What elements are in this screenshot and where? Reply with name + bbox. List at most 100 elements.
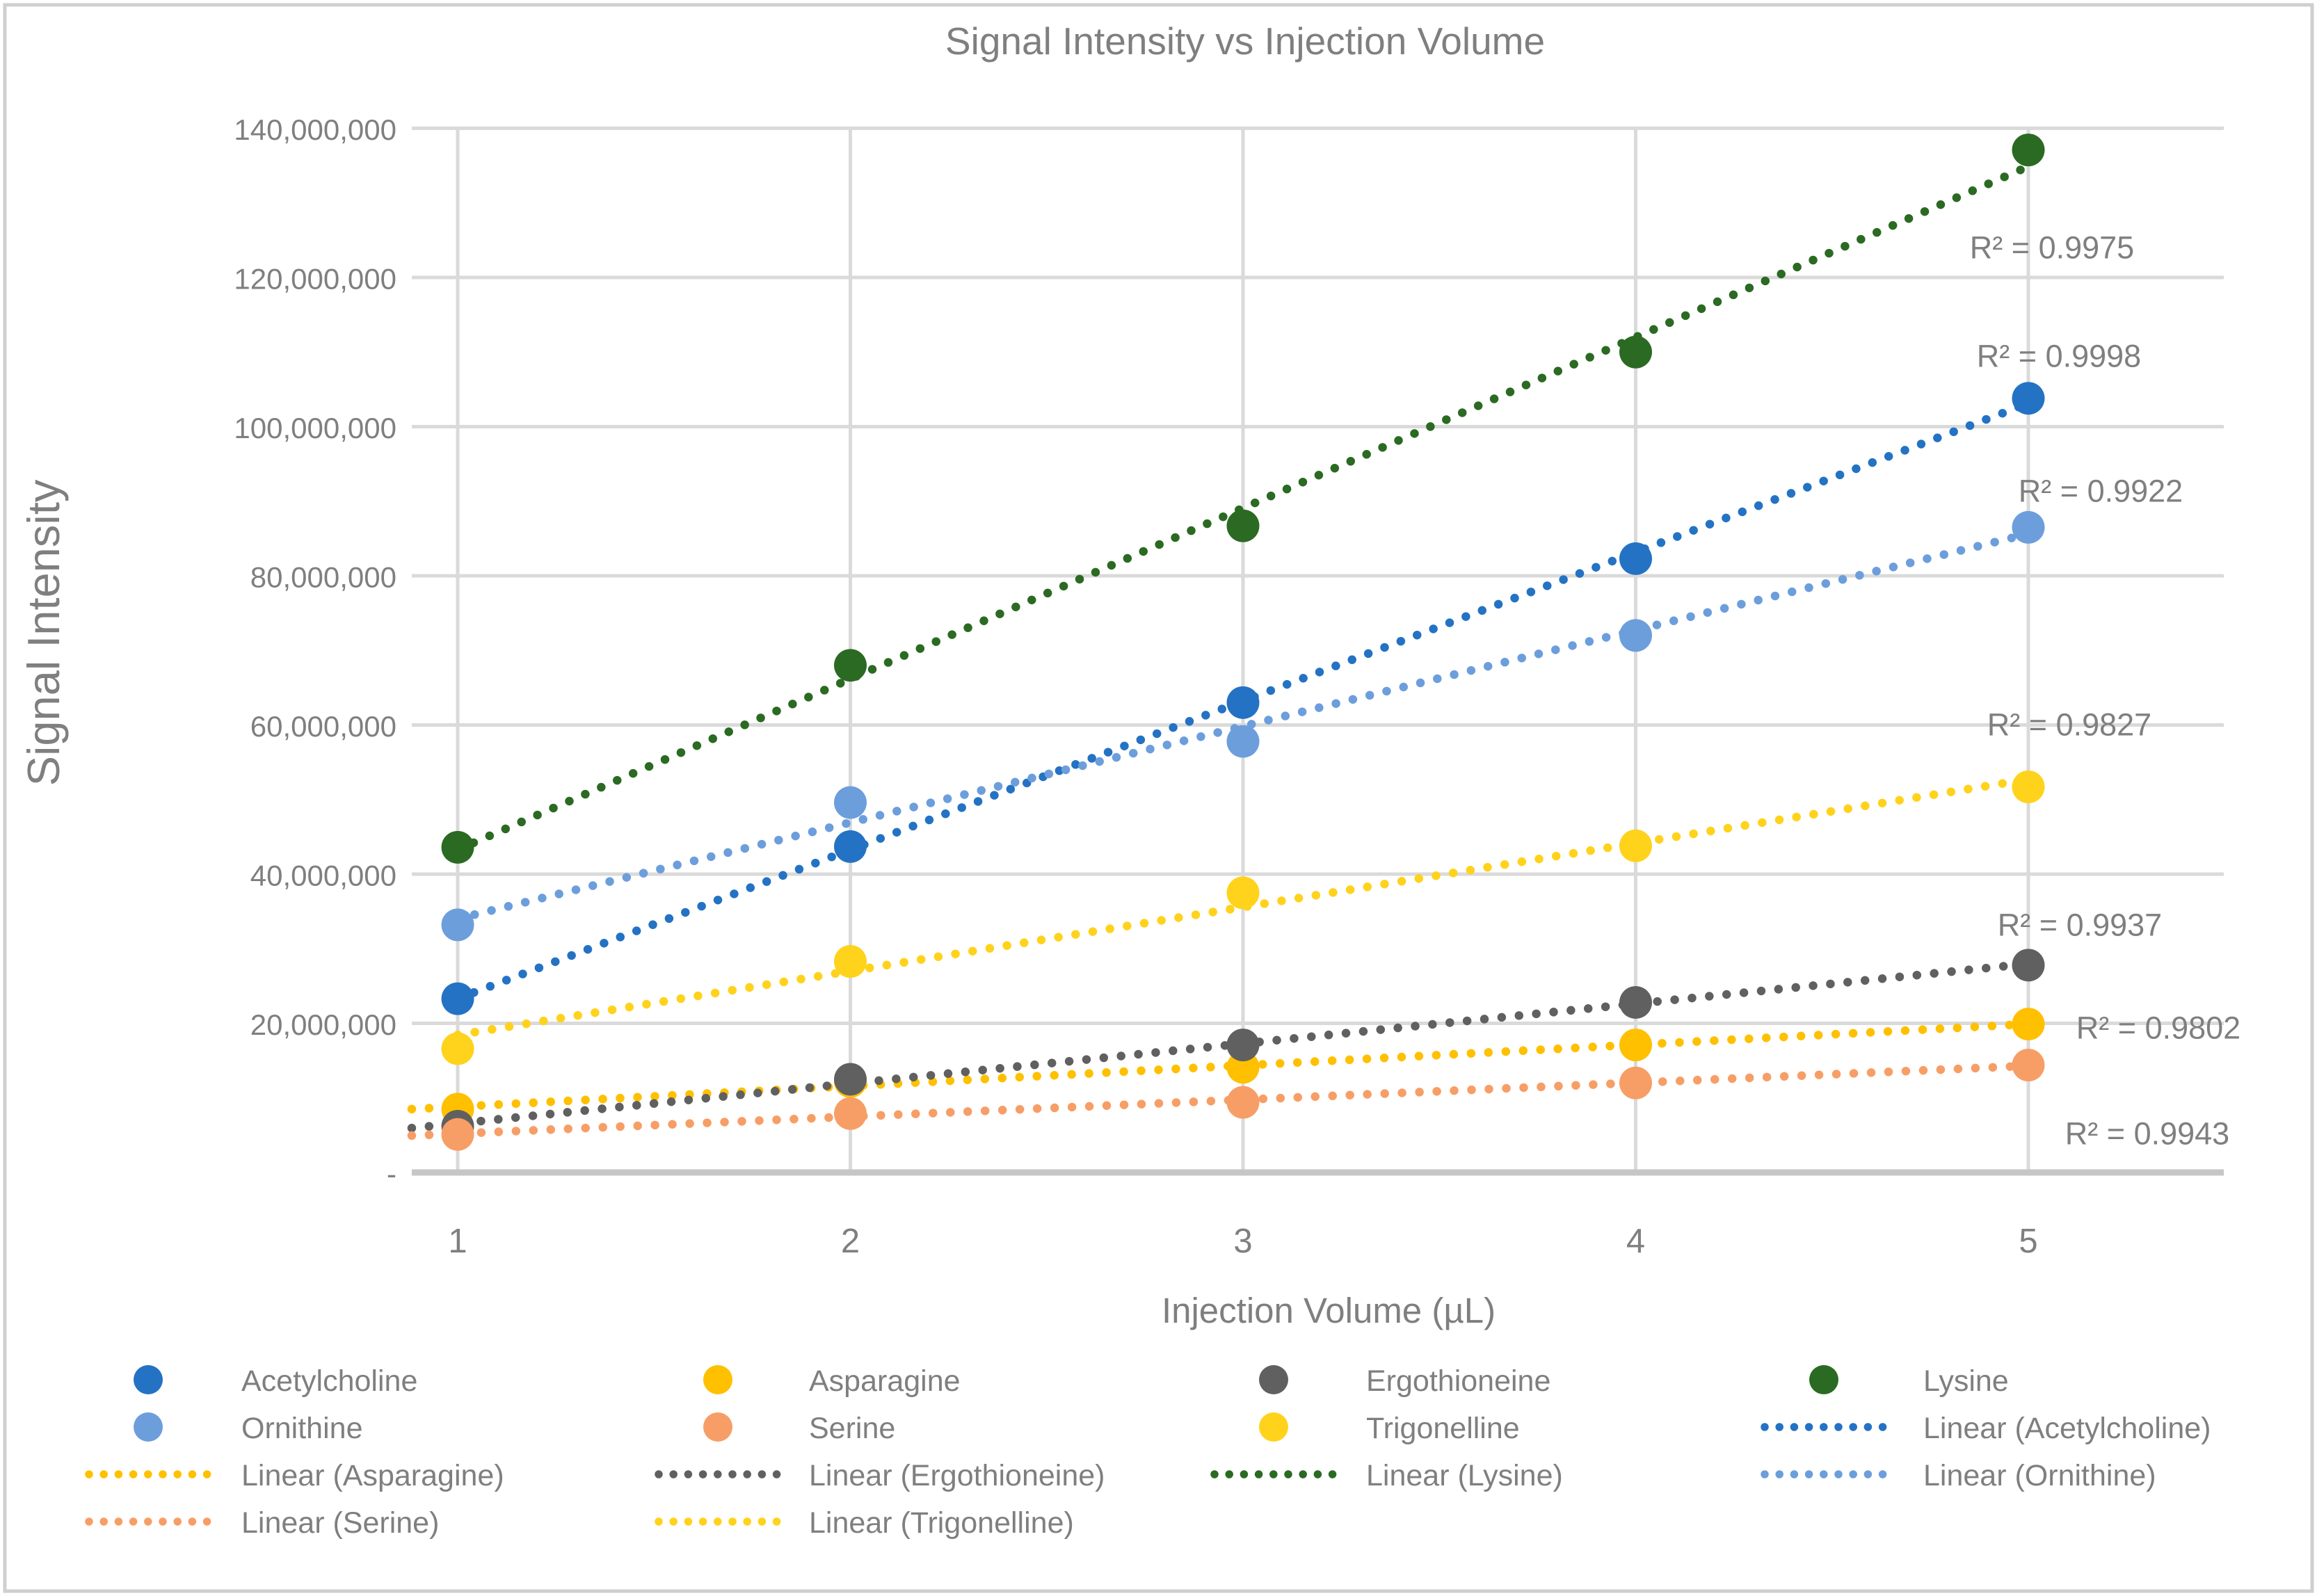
- r2-label-serine: R² = 0.9943: [2065, 1116, 2229, 1152]
- point-acetylcholine-x1: [441, 982, 474, 1015]
- legend-item: Linear (Lysine): [1210, 1459, 1563, 1492]
- legend-item: Linear (Ergothioneine): [655, 1459, 1105, 1492]
- legend-label: Linear (Ornithine): [1923, 1459, 2156, 1492]
- point-ornithine-x2: [834, 786, 867, 819]
- point-serine-x2: [834, 1097, 867, 1130]
- trendlines: [407, 162, 2033, 1140]
- x-tick-label: 4: [1626, 1223, 1645, 1260]
- y-tick-label: 40,000,000: [250, 860, 396, 892]
- legend-label: Linear (Trigonelline): [809, 1506, 1074, 1540]
- legend-item: Ornithine: [134, 1412, 362, 1445]
- point-trigonelline-x2: [834, 944, 867, 978]
- y-tick-label: 60,000,000: [250, 710, 396, 743]
- point-serine-x3: [1226, 1086, 1260, 1119]
- point-ergothioneine-x5: [2012, 949, 2045, 982]
- point-ornithine-x5: [2012, 510, 2045, 544]
- trendline-acetylcholine: [453, 398, 2033, 1003]
- legend-marker-asparagine: [703, 1365, 732, 1394]
- point-lysine-x4: [1619, 335, 1652, 369]
- chart-legend: Acetylcholine Asparagine Ergothioneine Lysi…: [85, 1364, 2211, 1540]
- y-axis-title: Signal Intensity: [18, 479, 69, 786]
- image-border: [3, 3, 2314, 1593]
- point-serine-x5: [2012, 1049, 2045, 1082]
- r-squared-labels: R² = 0.9998 R² = 0.9802 R² = 0.9937 R² = 0.…: [1970, 230, 2240, 1152]
- legend-item: Asparagine: [703, 1364, 961, 1398]
- legend-item: Ergothioneine: [1259, 1364, 1550, 1398]
- legend-marker-trigonelline: [1259, 1412, 1288, 1442]
- y-tick-label: -: [387, 1158, 396, 1191]
- point-serine-x1: [441, 1118, 474, 1151]
- legend-marker-lysine: [1809, 1365, 1838, 1394]
- gridlines: [412, 127, 2224, 1176]
- legend-label: Linear (Ergothioneine): [809, 1459, 1105, 1492]
- point-lysine-x3: [1226, 509, 1260, 542]
- legend-label: Acetylcholine: [241, 1364, 417, 1398]
- y-tick-label: 120,000,000: [234, 263, 396, 296]
- y-tick-label: 140,000,000: [234, 113, 396, 146]
- r2-label-asparagine: R² = 0.9802: [2076, 1010, 2240, 1046]
- point-acetylcholine-x5: [2012, 382, 2045, 415]
- point-trigonelline-x3: [1226, 876, 1260, 910]
- trendline-ergothioneine: [407, 959, 2033, 1133]
- legend-marker-ornithine: [134, 1412, 163, 1442]
- legend-item: Lysine: [1809, 1364, 2009, 1398]
- point-ornithine-x3: [1226, 725, 1260, 758]
- y-tick-label: 20,000,000: [250, 1008, 396, 1041]
- legend-item: Linear (Acetylcholine): [1761, 1412, 2211, 1445]
- point-ergothioneine-x2: [834, 1063, 867, 1096]
- legend-item: Linear (Trigonelline): [655, 1506, 1074, 1540]
- legend-marker-serine: [703, 1412, 732, 1442]
- legend-item: Linear (Serine): [85, 1506, 439, 1540]
- legend-label: Linear (Asparagine): [241, 1459, 504, 1492]
- axis-tick-labels: - 20,000,000 40,000,000 60,000,000 80,000,00…: [234, 113, 2037, 1260]
- legend-item: Serine: [703, 1412, 895, 1445]
- legend-marker-ergothioneine: [1259, 1365, 1288, 1394]
- point-ergothioneine-x3: [1226, 1029, 1260, 1062]
- legend-label: Ornithine: [241, 1412, 362, 1445]
- point-asparagine-x5: [2012, 1008, 2045, 1041]
- legend-marker-acetylcholine: [134, 1365, 163, 1394]
- legend-label: Lysine: [1923, 1364, 2009, 1398]
- point-ornithine-x1: [441, 908, 474, 942]
- legend-label: Linear (Serine): [241, 1506, 439, 1540]
- point-lysine-x5: [2012, 134, 2045, 167]
- point-trigonelline-x4: [1619, 829, 1652, 862]
- legend-item: Linear (Ornithine): [1761, 1459, 2156, 1492]
- point-lysine-x1: [441, 830, 474, 864]
- y-tick-label: 80,000,000: [250, 561, 396, 594]
- x-tick-label: 5: [2019, 1223, 2037, 1260]
- point-ornithine-x4: [1619, 619, 1652, 652]
- point-acetylcholine-x4: [1619, 542, 1652, 575]
- x-tick-label: 3: [1233, 1223, 1252, 1260]
- x-tick-label: 1: [448, 1223, 467, 1260]
- legend-label: Ergothioneine: [1366, 1364, 1550, 1398]
- r2-label-ornithine: R² = 0.9922: [2019, 474, 2183, 509]
- r2-label-acetylcholine: R² = 0.9998: [1977, 339, 2141, 374]
- y-tick-label: 100,000,000: [234, 412, 396, 444]
- trendline-asparagine: [407, 1019, 2033, 1114]
- data-point-markers: [441, 134, 2045, 1151]
- point-lysine-x2: [834, 649, 867, 682]
- point-serine-x4: [1619, 1066, 1652, 1099]
- trendline-lysine: [453, 162, 2033, 855]
- point-acetylcholine-x3: [1226, 686, 1260, 719]
- legend-item: Trigonelline: [1259, 1412, 1520, 1445]
- legend-item: Linear (Asparagine): [85, 1459, 504, 1492]
- point-acetylcholine-x2: [834, 830, 867, 863]
- point-ergothioneine-x4: [1619, 985, 1652, 1019]
- legend-label: Serine: [809, 1412, 895, 1445]
- r2-label-lysine: R² = 0.9975: [1970, 230, 2134, 266]
- legend-item: Acetylcholine: [134, 1364, 417, 1398]
- point-asparagine-x4: [1619, 1029, 1652, 1062]
- point-trigonelline-x5: [2012, 771, 2045, 804]
- legend-label: Linear (Lysine): [1366, 1459, 1563, 1492]
- r2-label-ergothioneine: R² = 0.9937: [1998, 908, 2162, 943]
- x-tick-label: 2: [841, 1223, 860, 1260]
- r2-label-trigonelline: R² = 0.9827: [1987, 707, 2151, 743]
- legend-label: Trigonelline: [1366, 1412, 1520, 1445]
- legend-label: Linear (Acetylcholine): [1923, 1412, 2211, 1445]
- point-asparagine-x3: [1226, 1051, 1260, 1084]
- point-trigonelline-x1: [441, 1032, 474, 1065]
